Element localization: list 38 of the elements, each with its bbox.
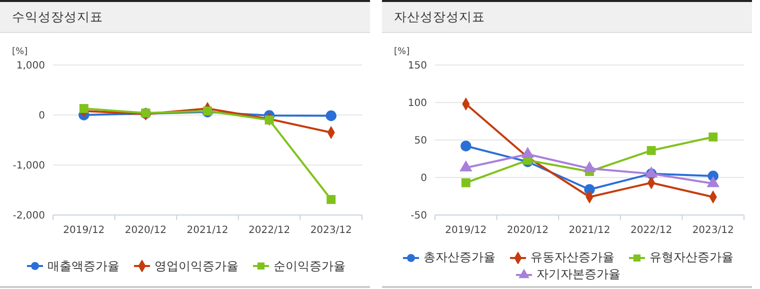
y-tick-label: 150 bbox=[408, 60, 427, 72]
x-tick-label: 2023/12 bbox=[692, 225, 734, 236]
legend-label: 매출액증가율 bbox=[48, 258, 120, 274]
legend-label: 유동자산증가율 bbox=[530, 249, 614, 266]
point bbox=[461, 178, 470, 188]
x-tick-label: 2021/12 bbox=[186, 225, 228, 236]
y-tick-label: 0 bbox=[420, 173, 427, 184]
x-tick-label: 2021/12 bbox=[568, 225, 610, 236]
x-tick-label: 2022/12 bbox=[248, 225, 290, 236]
x-tick-label: 2023/12 bbox=[310, 225, 352, 236]
x-tick-label: 2019/12 bbox=[63, 225, 105, 236]
legend-label: 영업이익증가율 bbox=[154, 258, 238, 274]
y-tick-label: 1,000 bbox=[16, 60, 45, 72]
point bbox=[79, 104, 88, 113]
y-tick-label: 50 bbox=[414, 136, 427, 146]
x-tick-label: 2022/12 bbox=[630, 225, 672, 236]
chart-title: 자산성장성지표 bbox=[382, 0, 752, 33]
y-tick-label: 100 bbox=[408, 98, 427, 109]
y-axis-title: [%] bbox=[394, 47, 410, 57]
legend-label: 총자산증가율 bbox=[424, 249, 496, 266]
y-axis-title: [%] bbox=[12, 47, 28, 57]
legend-label: 유형자산증가율 bbox=[650, 249, 734, 266]
y-tick-label: -2,000 bbox=[12, 210, 45, 222]
legend-label: 자기자본증가율 bbox=[536, 266, 620, 283]
legend-label: 순이익증가율 bbox=[274, 258, 346, 274]
y-tick-label: -50 bbox=[410, 210, 427, 222]
x-tick-label: 2019/12 bbox=[445, 225, 487, 236]
y-tick-label: -1,000 bbox=[12, 160, 45, 172]
point bbox=[264, 116, 274, 124]
point bbox=[326, 195, 336, 204]
x-tick-label: 2020/12 bbox=[506, 225, 548, 236]
point bbox=[708, 132, 718, 142]
point bbox=[326, 110, 336, 122]
chart-title: 수익성장성지표 bbox=[0, 0, 370, 33]
point bbox=[460, 140, 472, 152]
x-tick-label: 2020/12 bbox=[124, 225, 166, 236]
point bbox=[646, 146, 656, 155]
y-tick-label: 0 bbox=[38, 110, 45, 122]
